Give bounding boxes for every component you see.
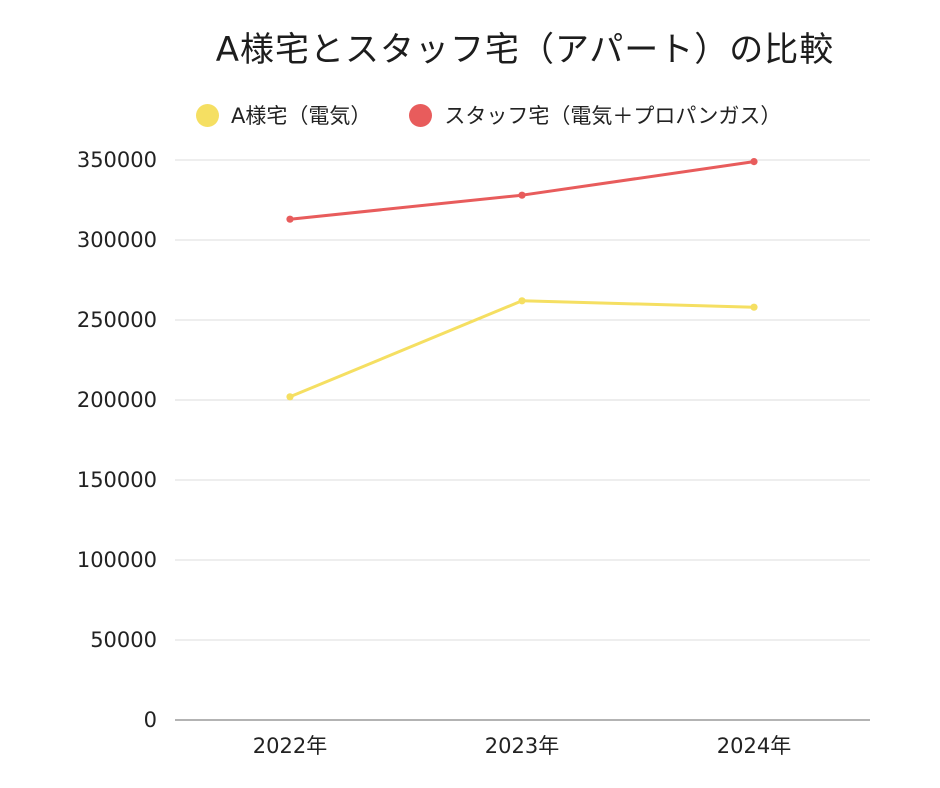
legend-label-staff: スタッフ宅（電気＋プロパンガス） [444, 104, 782, 128]
chart-title: A様宅とスタッフ宅（アパート）の比較 [215, 30, 835, 70]
y-tick-label: 300000 [77, 228, 157, 252]
legend: A様宅（電気） スタッフ宅（電気＋プロパンガス） [196, 100, 819, 130]
data-point-s1-1 [518, 191, 526, 199]
data-point-s1-2 [750, 158, 758, 166]
legend-label-a: A様宅（電気） [231, 104, 372, 128]
y-tick-label: 150000 [77, 468, 157, 492]
data-point-s0-1 [518, 297, 526, 305]
x-tick-label: 2024年 [717, 734, 791, 758]
x-tick-label: 2022年 [253, 734, 327, 758]
legend-item-a: A様宅（電気） [196, 100, 371, 130]
series-line-0 [289, 299, 755, 399]
legend-item-staff: スタッフ宅（電気＋プロパンガス） [409, 100, 781, 130]
y-tick-label: 50000 [90, 628, 157, 652]
data-point-s0-0 [286, 393, 294, 401]
y-tick-label: 250000 [77, 308, 157, 332]
y-tick-label: 200000 [77, 388, 157, 412]
data-point-s1-0 [286, 215, 294, 223]
x-tick-label: 2023年 [485, 734, 559, 758]
series-line-1 [289, 160, 755, 221]
data-point-s0-2 [750, 303, 758, 311]
legend-swatch-a [196, 103, 219, 127]
y-tick-label: 350000 [77, 148, 157, 172]
y-tick-label: 100000 [77, 548, 157, 572]
y-tick-label: 0 [144, 708, 157, 732]
legend-swatch-staff [409, 103, 433, 127]
